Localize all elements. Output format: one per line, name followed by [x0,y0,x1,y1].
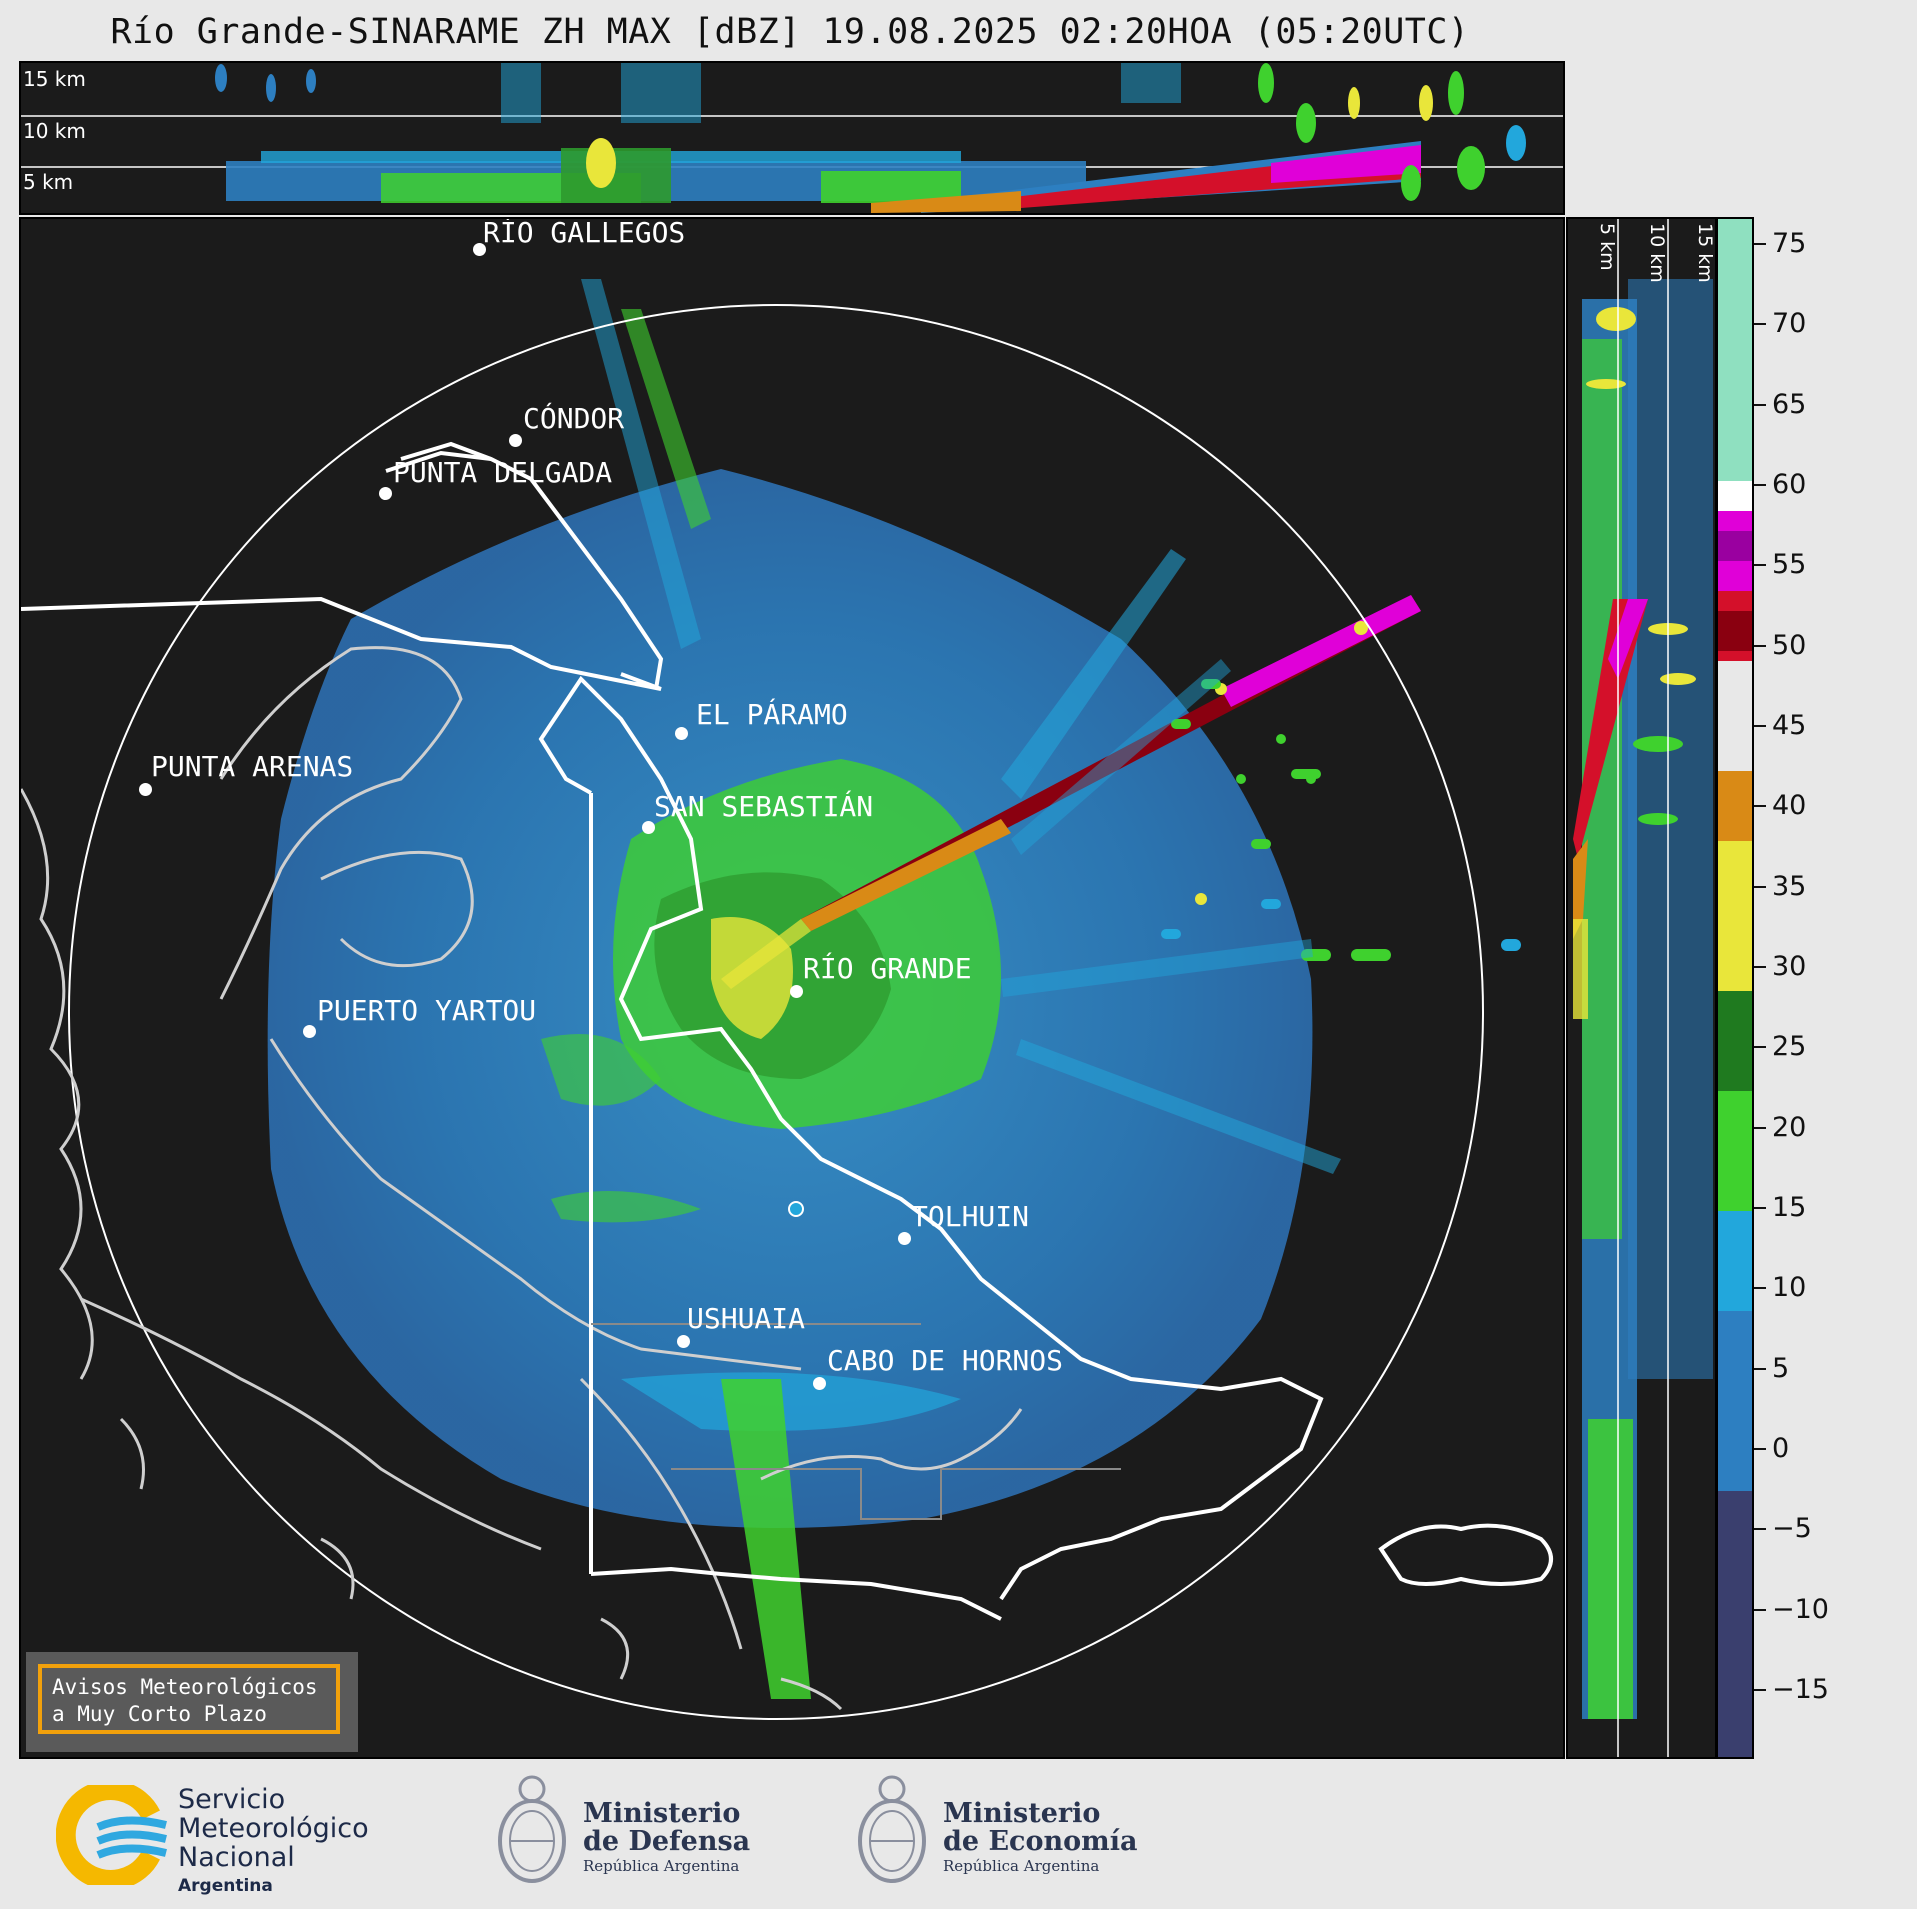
city-label-rio-grande: RÍO GRANDE [803,952,972,985]
radar-site-marker [788,1201,804,1217]
city-dot-cabo-de-hornos [813,1377,826,1390]
city-label-cabo-de-hornos: CABO DE HORNOS [827,1344,1064,1377]
city-label-san-sebastian: SAN SEBASTIÁN [654,790,874,823]
city-dot-san-sebastian [642,821,655,834]
colorbar-tick-label: 30 [1772,951,1807,982]
warning-line-1: Avisos Meteorológicos [52,1675,318,1699]
height-label-5km: 5 km [23,170,74,194]
radar-map[interactable]: RÍO GALLEGOS CÓNDOR PUNTA DELGADA EL PÁR… [19,217,1565,1759]
top-echo-band [215,63,1526,213]
colorbar-tick-label: 40 [1772,790,1807,821]
argentina-coat-of-arms-icon [858,1775,926,1883]
reflectivity-field [267,279,1521,1699]
warning-line-2: a Muy Corto Plazo [52,1702,267,1726]
colorbar-tick-label: 75 [1772,228,1807,259]
city-label-tolhuin: TOLHUIN [911,1200,1030,1233]
economia-logo-text: Ministerio de Economía República Argenti… [943,1798,1138,1876]
city-dot-rio-grande [790,985,803,998]
colorbar-tick-label: 10 [1772,1272,1807,1303]
colorbar-tick-label: 60 [1772,469,1807,500]
colorbar-tick-label: 50 [1772,630,1807,661]
colorbar-tick-label: −5 [1772,1513,1812,1544]
smn-logo-icon [56,1785,167,1885]
city-dot-ushuaia [677,1335,690,1348]
height-label-10km: 10 km [23,119,86,143]
city-label-ushuaia: USHUAIA [687,1302,806,1335]
city-dot-condor [509,434,522,447]
city-label-condor: CÓNDOR [523,402,625,435]
colorbar-tick-label: −10 [1772,1594,1829,1625]
argentina-coat-of-arms-icon [498,1775,566,1883]
colorbar-tick-label: 25 [1772,1031,1807,1062]
warning-box-frame[interactable]: Avisos Meteorológicos a Muy Corto Plazo [38,1664,340,1734]
smn-logo-text: Servicio Meteorológico Nacional Argentin… [178,1784,369,1896]
colorbar-tick-label: 0 [1772,1433,1790,1464]
province-boundary [591,1323,1121,1520]
colorbar-tick-label: 15 [1772,1192,1807,1223]
city-dot-tolhuin [898,1232,911,1245]
colorbar-tick-label: 45 [1772,710,1807,741]
top-cross-section: 15 km 10 km 5 km [19,61,1565,215]
colorbar-tick-label: 20 [1772,1112,1807,1143]
coastlines [21,646,1023,1711]
top-cross-section-plot [21,63,1563,213]
colorbar-tick-label: 65 [1772,389,1807,420]
city-dot-rio-gallegos [473,243,486,256]
defensa-logo-text: Ministerio de Defensa República Argentin… [583,1798,751,1876]
city-dot-puerto-yartou [303,1025,316,1038]
colorbar-tick-label: −15 [1772,1674,1829,1705]
colorbar-tick-label: 35 [1772,871,1807,902]
range-ring [68,304,1484,1720]
borders [21,441,1553,1621]
height-label-5km: 5 km [1596,223,1618,271]
city-label-el-paramo: EL PÁRAMO [696,698,848,731]
height-label-15km: 15 km [1694,223,1716,283]
city-dot-punta-delgada [379,487,392,500]
colorbar-tick-label: 55 [1772,549,1807,580]
warning-box[interactable]: Avisos Meteorológicos a Muy Corto Plazo [26,1652,358,1752]
radar-map-plot [21,279,1553,1720]
height-label-15km: 15 km [23,67,86,91]
page-title: Río Grande-SINARAME ZH MAX [dBZ] 19.08.2… [110,12,1470,52]
colorbar-tick-label: 5 [1772,1353,1790,1384]
colorbar-tick-label: 70 [1772,308,1807,339]
height-label-10km: 10 km [1646,223,1668,283]
side-cross-section-plot [1573,219,1713,1757]
city-label-punta-delgada: PUNTA DELGADA [393,456,613,489]
city-label-punta-arenas: PUNTA ARENAS [151,750,354,783]
side-cross-section: 5 km 10 km 15 km [1566,217,1717,1759]
city-label-puerto-yartou: PUERTO YARTOU [317,994,537,1027]
colorbar-scale [1718,219,1752,1757]
city-dot-el-paramo [675,727,688,740]
colorbar [1716,217,1754,1759]
city-dot-punta-arenas [139,783,152,796]
city-label-rio-gallegos: RÍO GALLEGOS [483,217,686,249]
